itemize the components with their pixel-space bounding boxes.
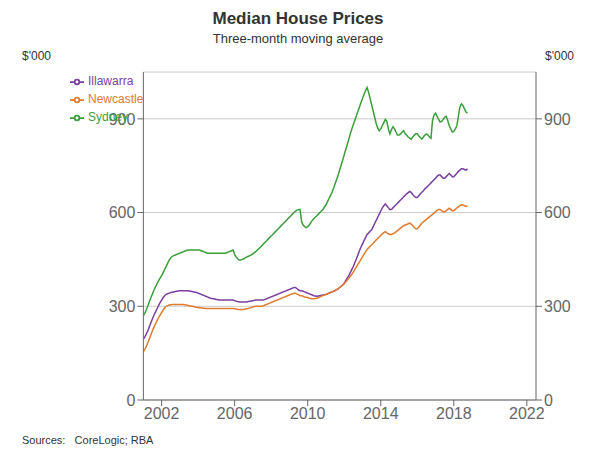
svg-text:600: 600 bbox=[109, 204, 136, 221]
svg-text:0: 0 bbox=[544, 392, 553, 409]
svg-text:2002: 2002 bbox=[144, 405, 180, 422]
svg-text:600: 600 bbox=[544, 204, 571, 221]
svg-text:2006: 2006 bbox=[217, 405, 253, 422]
svg-text:300: 300 bbox=[109, 298, 136, 315]
svg-text:900: 900 bbox=[109, 111, 136, 128]
svg-text:300: 300 bbox=[544, 298, 571, 315]
svg-text:2018: 2018 bbox=[436, 405, 472, 422]
svg-text:2010: 2010 bbox=[290, 405, 326, 422]
svg-text:2022: 2022 bbox=[509, 405, 545, 422]
svg-text:900: 900 bbox=[544, 111, 571, 128]
svg-text:0: 0 bbox=[126, 392, 135, 409]
svg-text:2014: 2014 bbox=[363, 405, 399, 422]
